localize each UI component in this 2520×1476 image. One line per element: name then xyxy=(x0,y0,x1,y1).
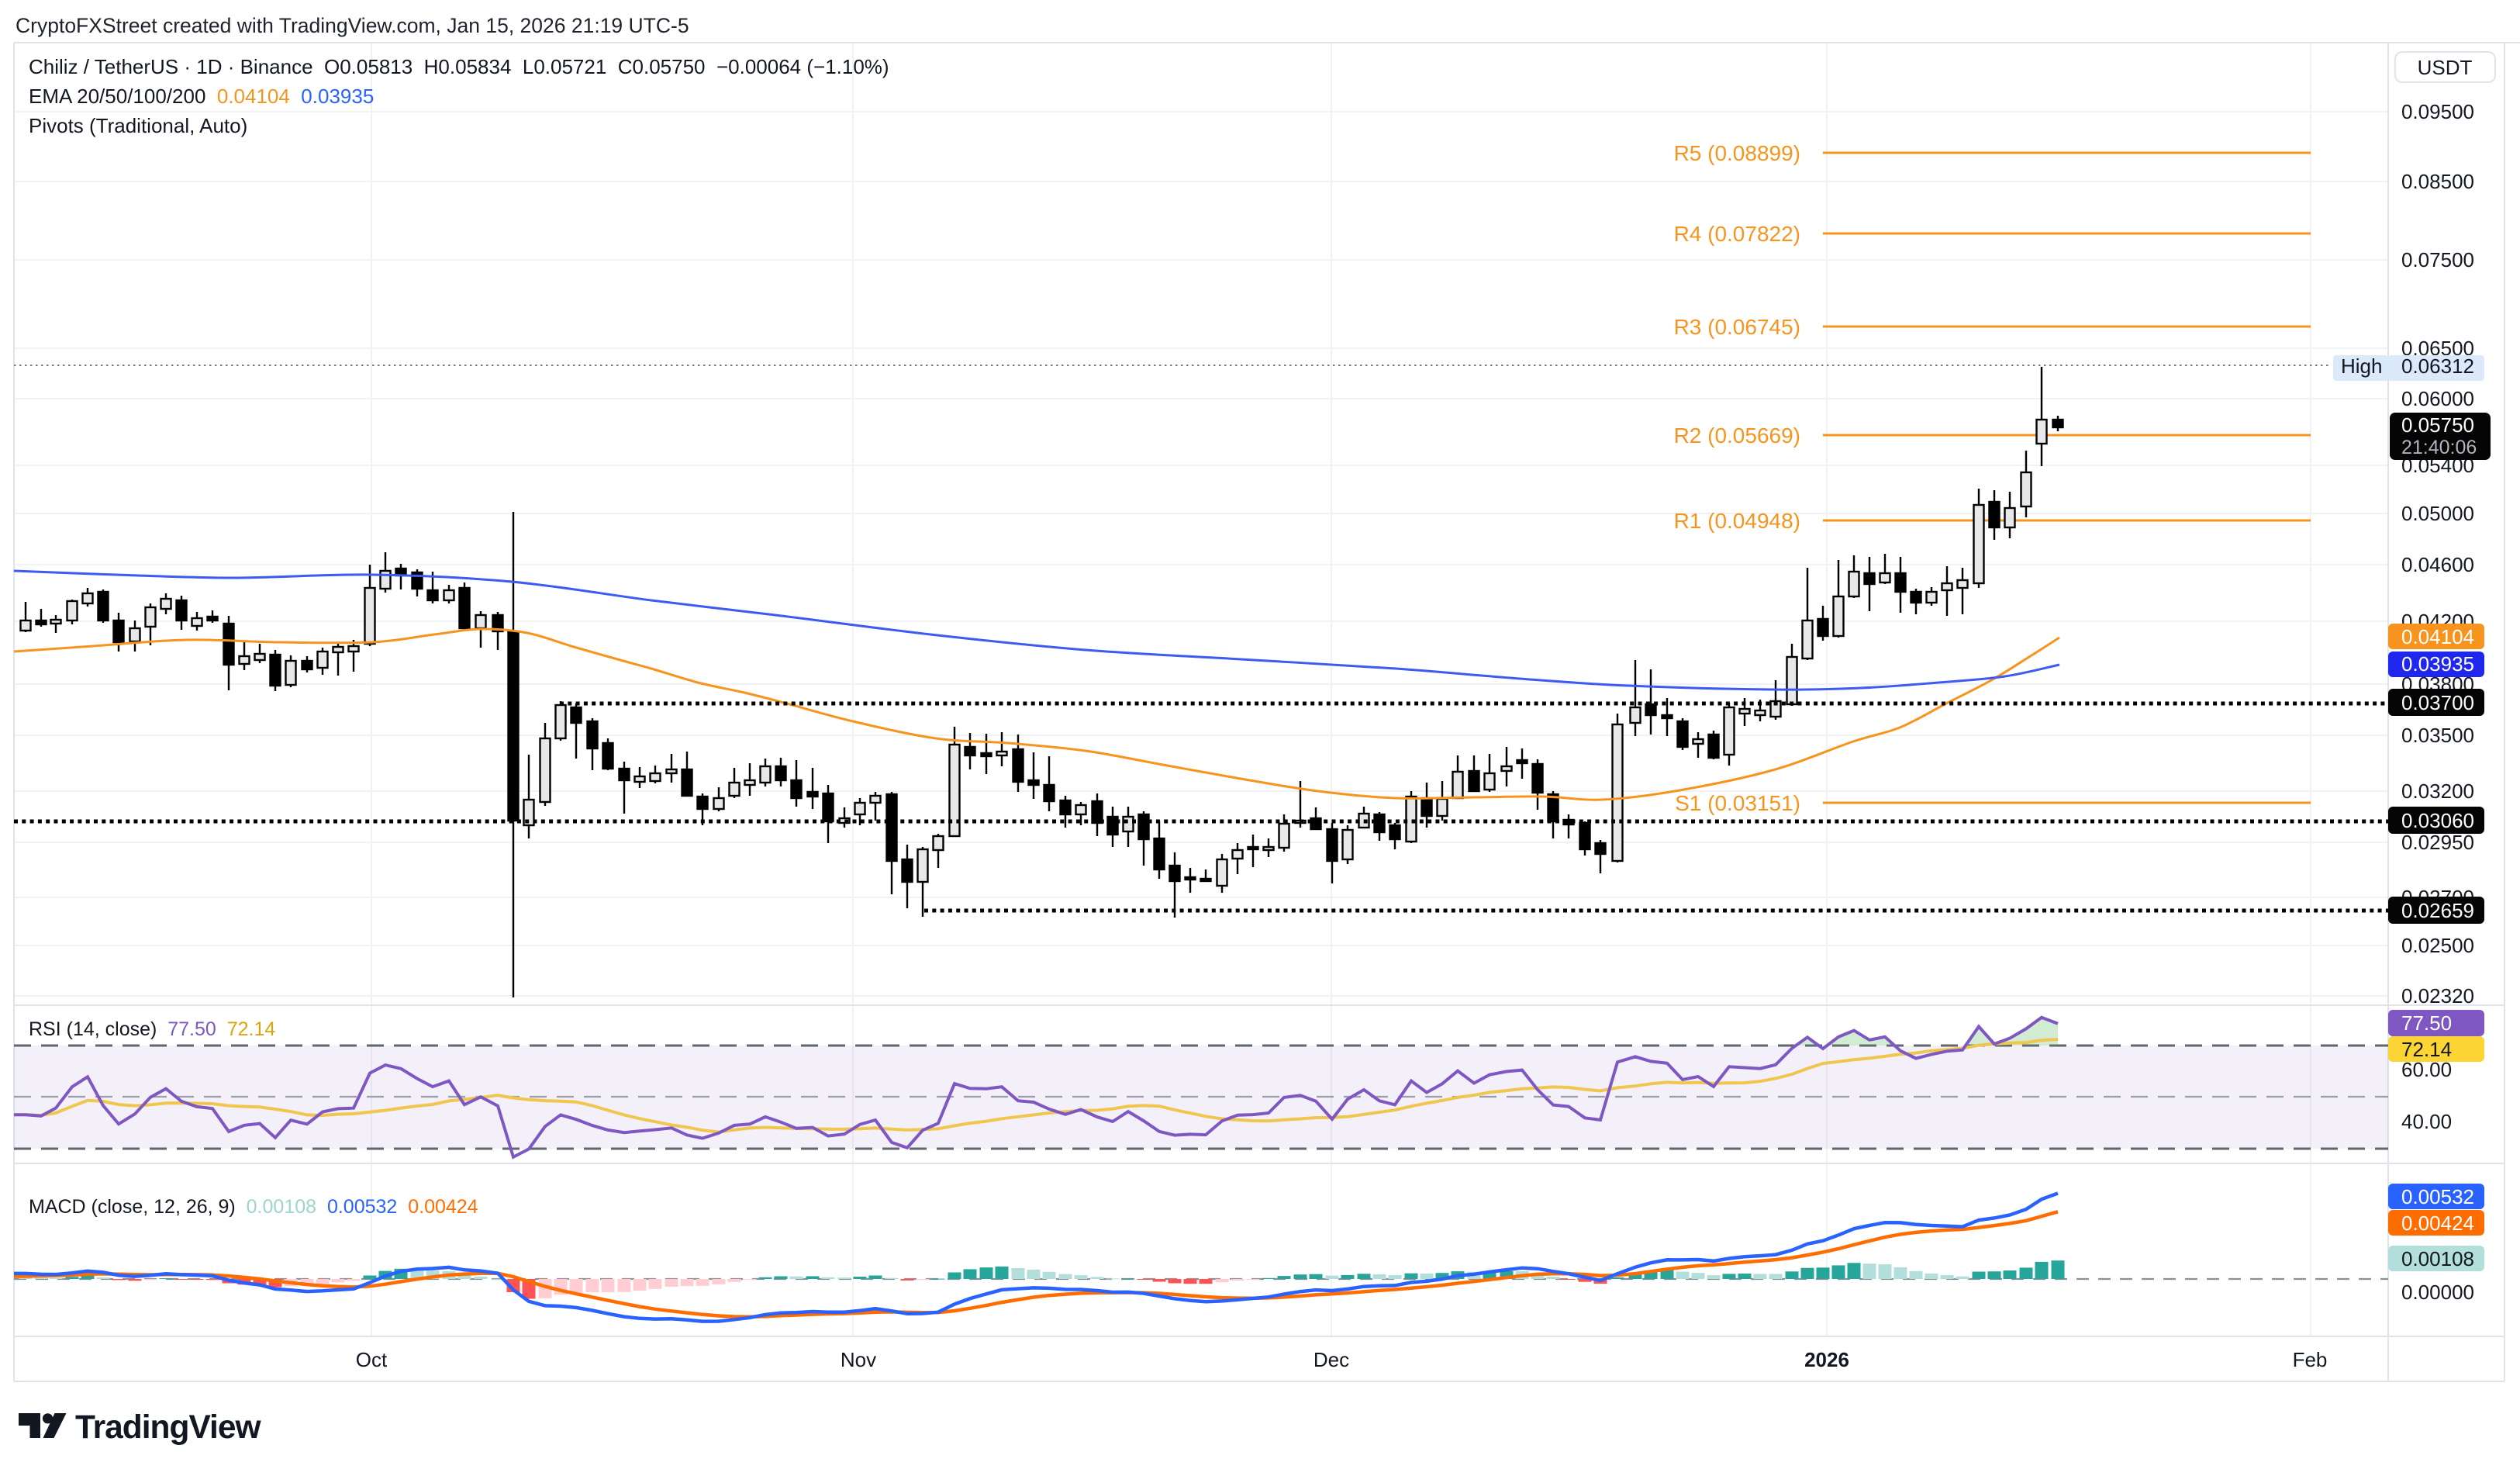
svg-text:0.05000: 0.05000 xyxy=(2401,502,2474,525)
svg-text:0.04600: 0.04600 xyxy=(2401,553,2474,576)
svg-text:0.04104: 0.04104 xyxy=(2401,625,2474,648)
svg-text:40.00: 40.00 xyxy=(2401,1110,2452,1133)
svg-text:0.06312: 0.06312 xyxy=(2401,354,2474,378)
svg-text:R1 (0.04948): R1 (0.04948) xyxy=(1674,509,1800,533)
svg-text:Dec: Dec xyxy=(1314,1348,1349,1371)
svg-text:Oct: Oct xyxy=(356,1348,388,1371)
svg-text:R2 (0.05669): R2 (0.05669) xyxy=(1674,423,1800,448)
svg-text:0.02500: 0.02500 xyxy=(2401,934,2474,957)
svg-text:MACD (close, 12, 26, 9) 0.001: MACD (close, 12, 26, 9) 0.00108 0.00532 … xyxy=(29,1196,478,1218)
svg-text:0.03500: 0.03500 xyxy=(2401,724,2474,747)
svg-text:21:40:06: 21:40:06 xyxy=(2401,437,2477,458)
svg-text:R3 (0.06745): R3 (0.06745) xyxy=(1674,315,1800,339)
svg-text:0.00108: 0.00108 xyxy=(2401,1247,2474,1270)
svg-text:0.00000: 0.00000 xyxy=(2401,1281,2474,1304)
svg-text:S1 (0.03151): S1 (0.03151) xyxy=(1675,791,1800,815)
svg-text:0.05750: 0.05750 xyxy=(2401,413,2474,437)
svg-text:Nov: Nov xyxy=(841,1348,876,1371)
svg-text:0.02950: 0.02950 xyxy=(2401,831,2474,854)
svg-text:0.03200: 0.03200 xyxy=(2401,779,2474,803)
svg-text:0.00532: 0.00532 xyxy=(2401,1185,2474,1208)
svg-text:High: High xyxy=(2341,354,2382,378)
svg-text:0.07500: 0.07500 xyxy=(2401,248,2474,271)
svg-text:RSI (14, close) 77.50 72.14: RSI (14, close) 77.50 72.14 xyxy=(29,1018,275,1040)
svg-text:0.00424: 0.00424 xyxy=(2401,1212,2474,1235)
svg-text:Chiliz / TetherUS · 1D · Binan: Chiliz / TetherUS · 1D · Binance O0.0581… xyxy=(29,55,889,78)
svg-text:0.09500: 0.09500 xyxy=(2401,100,2474,123)
svg-text:EMA 20/50/100/200 0.04104 0.: EMA 20/50/100/200 0.04104 0.03935 xyxy=(29,85,374,108)
svg-text:77.50: 77.50 xyxy=(2401,1011,2452,1035)
svg-text:R5 (0.08899): R5 (0.08899) xyxy=(1674,141,1800,165)
svg-text:2026: 2026 xyxy=(1804,1348,1849,1371)
svg-text:0.03700: 0.03700 xyxy=(2401,691,2474,714)
svg-text:0.03060: 0.03060 xyxy=(2401,809,2474,832)
svg-text:0.03935: 0.03935 xyxy=(2401,652,2474,676)
svg-text:0.08500: 0.08500 xyxy=(2401,170,2474,193)
svg-text:USDT: USDT xyxy=(2418,56,2473,79)
svg-text:Pivots (Traditional, Auto): Pivots (Traditional, Auto) xyxy=(29,114,247,137)
svg-text:0.02659: 0.02659 xyxy=(2401,899,2474,922)
svg-text:0.02320: 0.02320 xyxy=(2401,984,2474,1008)
svg-text:R4 (0.07822): R4 (0.07822) xyxy=(1674,222,1800,246)
svg-text:TradingView: TradingView xyxy=(75,1409,262,1446)
svg-text:CryptoFXStreet created with Tr: CryptoFXStreet created with TradingView.… xyxy=(16,14,689,37)
svg-text:0.06000: 0.06000 xyxy=(2401,387,2474,410)
svg-text:Feb: Feb xyxy=(2293,1348,2328,1371)
svg-text:72.14: 72.14 xyxy=(2401,1038,2452,1061)
